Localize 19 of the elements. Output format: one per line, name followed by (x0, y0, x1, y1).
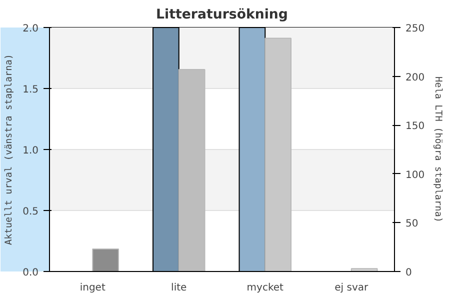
y2-tick-label: 50 (406, 218, 418, 230)
x-tick-label: lite (171, 282, 187, 294)
y2-tick-label: 250 (406, 24, 425, 34)
bar (92, 248, 119, 272)
y-axis-title: Aktuellt urval (vänstra staplarna) (4, 54, 15, 245)
y2-tick-label: 100 (406, 170, 425, 181)
y2-tick-label: 0 (406, 268, 412, 278)
x-tick-label: mycket (246, 282, 284, 294)
y-tick-label: 1.0 (22, 146, 39, 156)
y2-tick-label: 150 (406, 121, 425, 132)
y-tick-label: 1.5 (22, 84, 39, 96)
x-tick-label: inget (80, 282, 106, 294)
x-tick-label: ej svar (334, 282, 369, 294)
y2-tick-label: 200 (406, 72, 425, 84)
y2-axis-title: Hela LTH (högra staplarna) (432, 76, 444, 223)
y-tick-label: 0.5 (22, 206, 39, 218)
y-tick-label: 0.0 (22, 268, 39, 278)
chart-title: Litteratursökning (156, 8, 288, 22)
y-tick-label: 2.0 (22, 24, 39, 34)
